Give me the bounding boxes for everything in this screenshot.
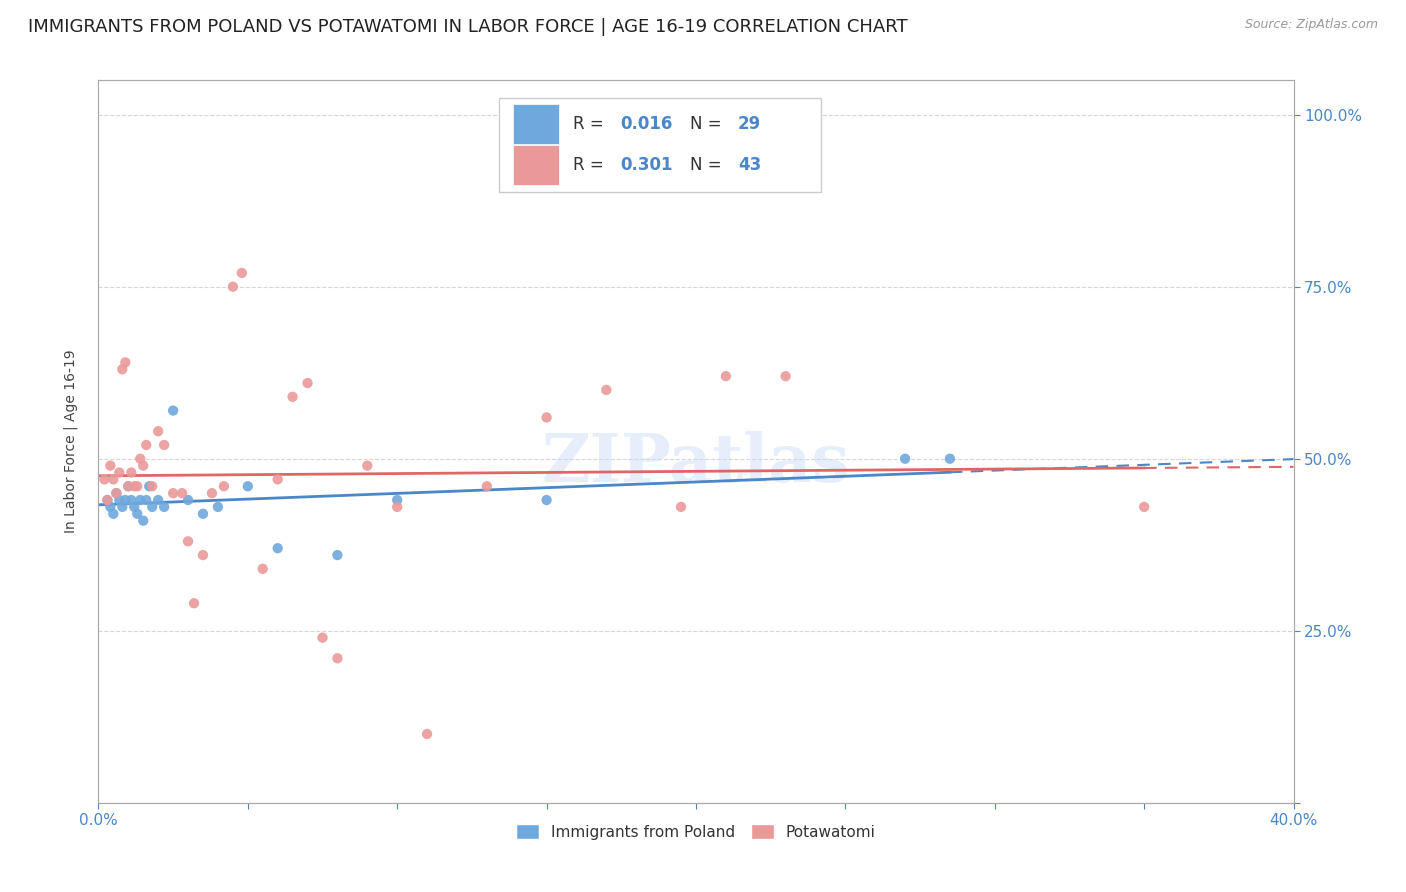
Point [141, 500, 163, 514]
Text: 29: 29 [738, 115, 761, 133]
Point [207, 500, 229, 514]
Point [714, 369, 737, 384]
Point [103, 507, 125, 521]
Point [98, 458, 122, 473]
Point [172, 486, 194, 500]
Point [416, 727, 439, 741]
Point [96, 493, 118, 508]
Point [129, 493, 152, 508]
Text: ZIPatlas: ZIPatlas [541, 431, 851, 496]
Point [98, 500, 122, 514]
Text: R =: R = [572, 115, 609, 133]
Text: Source: ZipAtlas.com: Source: ZipAtlas.com [1244, 18, 1378, 31]
Point [153, 438, 176, 452]
Point [96, 493, 118, 508]
Point [93, 472, 115, 486]
Point [105, 486, 128, 500]
Text: 0.016: 0.016 [620, 115, 673, 133]
Point [132, 458, 155, 473]
Point [201, 486, 224, 500]
Point [1133, 500, 1156, 514]
Point [191, 548, 214, 562]
Point [103, 472, 125, 486]
Point [120, 466, 142, 480]
Text: 0.301: 0.301 [620, 156, 673, 174]
Point [117, 479, 139, 493]
Point [162, 403, 184, 417]
Point [669, 500, 692, 514]
Point [252, 562, 274, 576]
Point [135, 438, 157, 452]
Point [311, 631, 333, 645]
Text: N =: N = [690, 156, 727, 174]
Point [595, 383, 617, 397]
Point [326, 651, 349, 665]
Point [105, 486, 128, 500]
Point [177, 534, 200, 549]
Point [183, 596, 205, 610]
Point [939, 451, 962, 466]
Point [114, 493, 136, 508]
Point [385, 493, 409, 508]
Point [536, 493, 558, 508]
Point [129, 451, 152, 466]
Point [135, 493, 157, 508]
Point [124, 500, 146, 514]
Point [267, 541, 290, 556]
Point [138, 479, 160, 493]
Point [132, 514, 155, 528]
Point [281, 390, 304, 404]
Point [222, 279, 245, 293]
Bar [513, 104, 558, 145]
Point [191, 507, 214, 521]
Legend: Immigrants from Poland, Potawatomi: Immigrants from Poland, Potawatomi [510, 818, 882, 846]
Point [111, 500, 134, 514]
Point [114, 355, 136, 369]
Point [124, 479, 146, 493]
Y-axis label: In Labor Force | Age 16-19: In Labor Force | Age 16-19 [63, 350, 77, 533]
Text: N =: N = [690, 115, 727, 133]
Point [127, 507, 149, 521]
Point [127, 479, 149, 493]
Point [297, 376, 319, 390]
Point [111, 362, 134, 376]
Point [108, 493, 131, 508]
Point [212, 479, 235, 493]
Point [385, 500, 409, 514]
Point [236, 479, 259, 493]
Point [326, 548, 349, 562]
Point [267, 472, 290, 486]
Point [148, 424, 170, 438]
Point [356, 458, 378, 473]
Point [108, 466, 131, 480]
Text: IMMIGRANTS FROM POLAND VS POTAWATOMI IN LABOR FORCE | AGE 16-19 CORRELATION CHAR: IMMIGRANTS FROM POLAND VS POTAWATOMI IN … [28, 18, 908, 36]
Bar [513, 145, 558, 185]
Text: 43: 43 [738, 156, 761, 174]
Point [162, 486, 184, 500]
FancyBboxPatch shape [499, 98, 821, 193]
Point [153, 500, 176, 514]
Point [177, 493, 200, 508]
Point [231, 266, 253, 280]
Text: R =: R = [572, 156, 609, 174]
Point [141, 479, 163, 493]
Point [117, 479, 139, 493]
Point [775, 369, 797, 384]
Point [120, 493, 142, 508]
Point [148, 493, 170, 508]
Point [894, 451, 917, 466]
Point [536, 410, 558, 425]
Point [475, 479, 498, 493]
